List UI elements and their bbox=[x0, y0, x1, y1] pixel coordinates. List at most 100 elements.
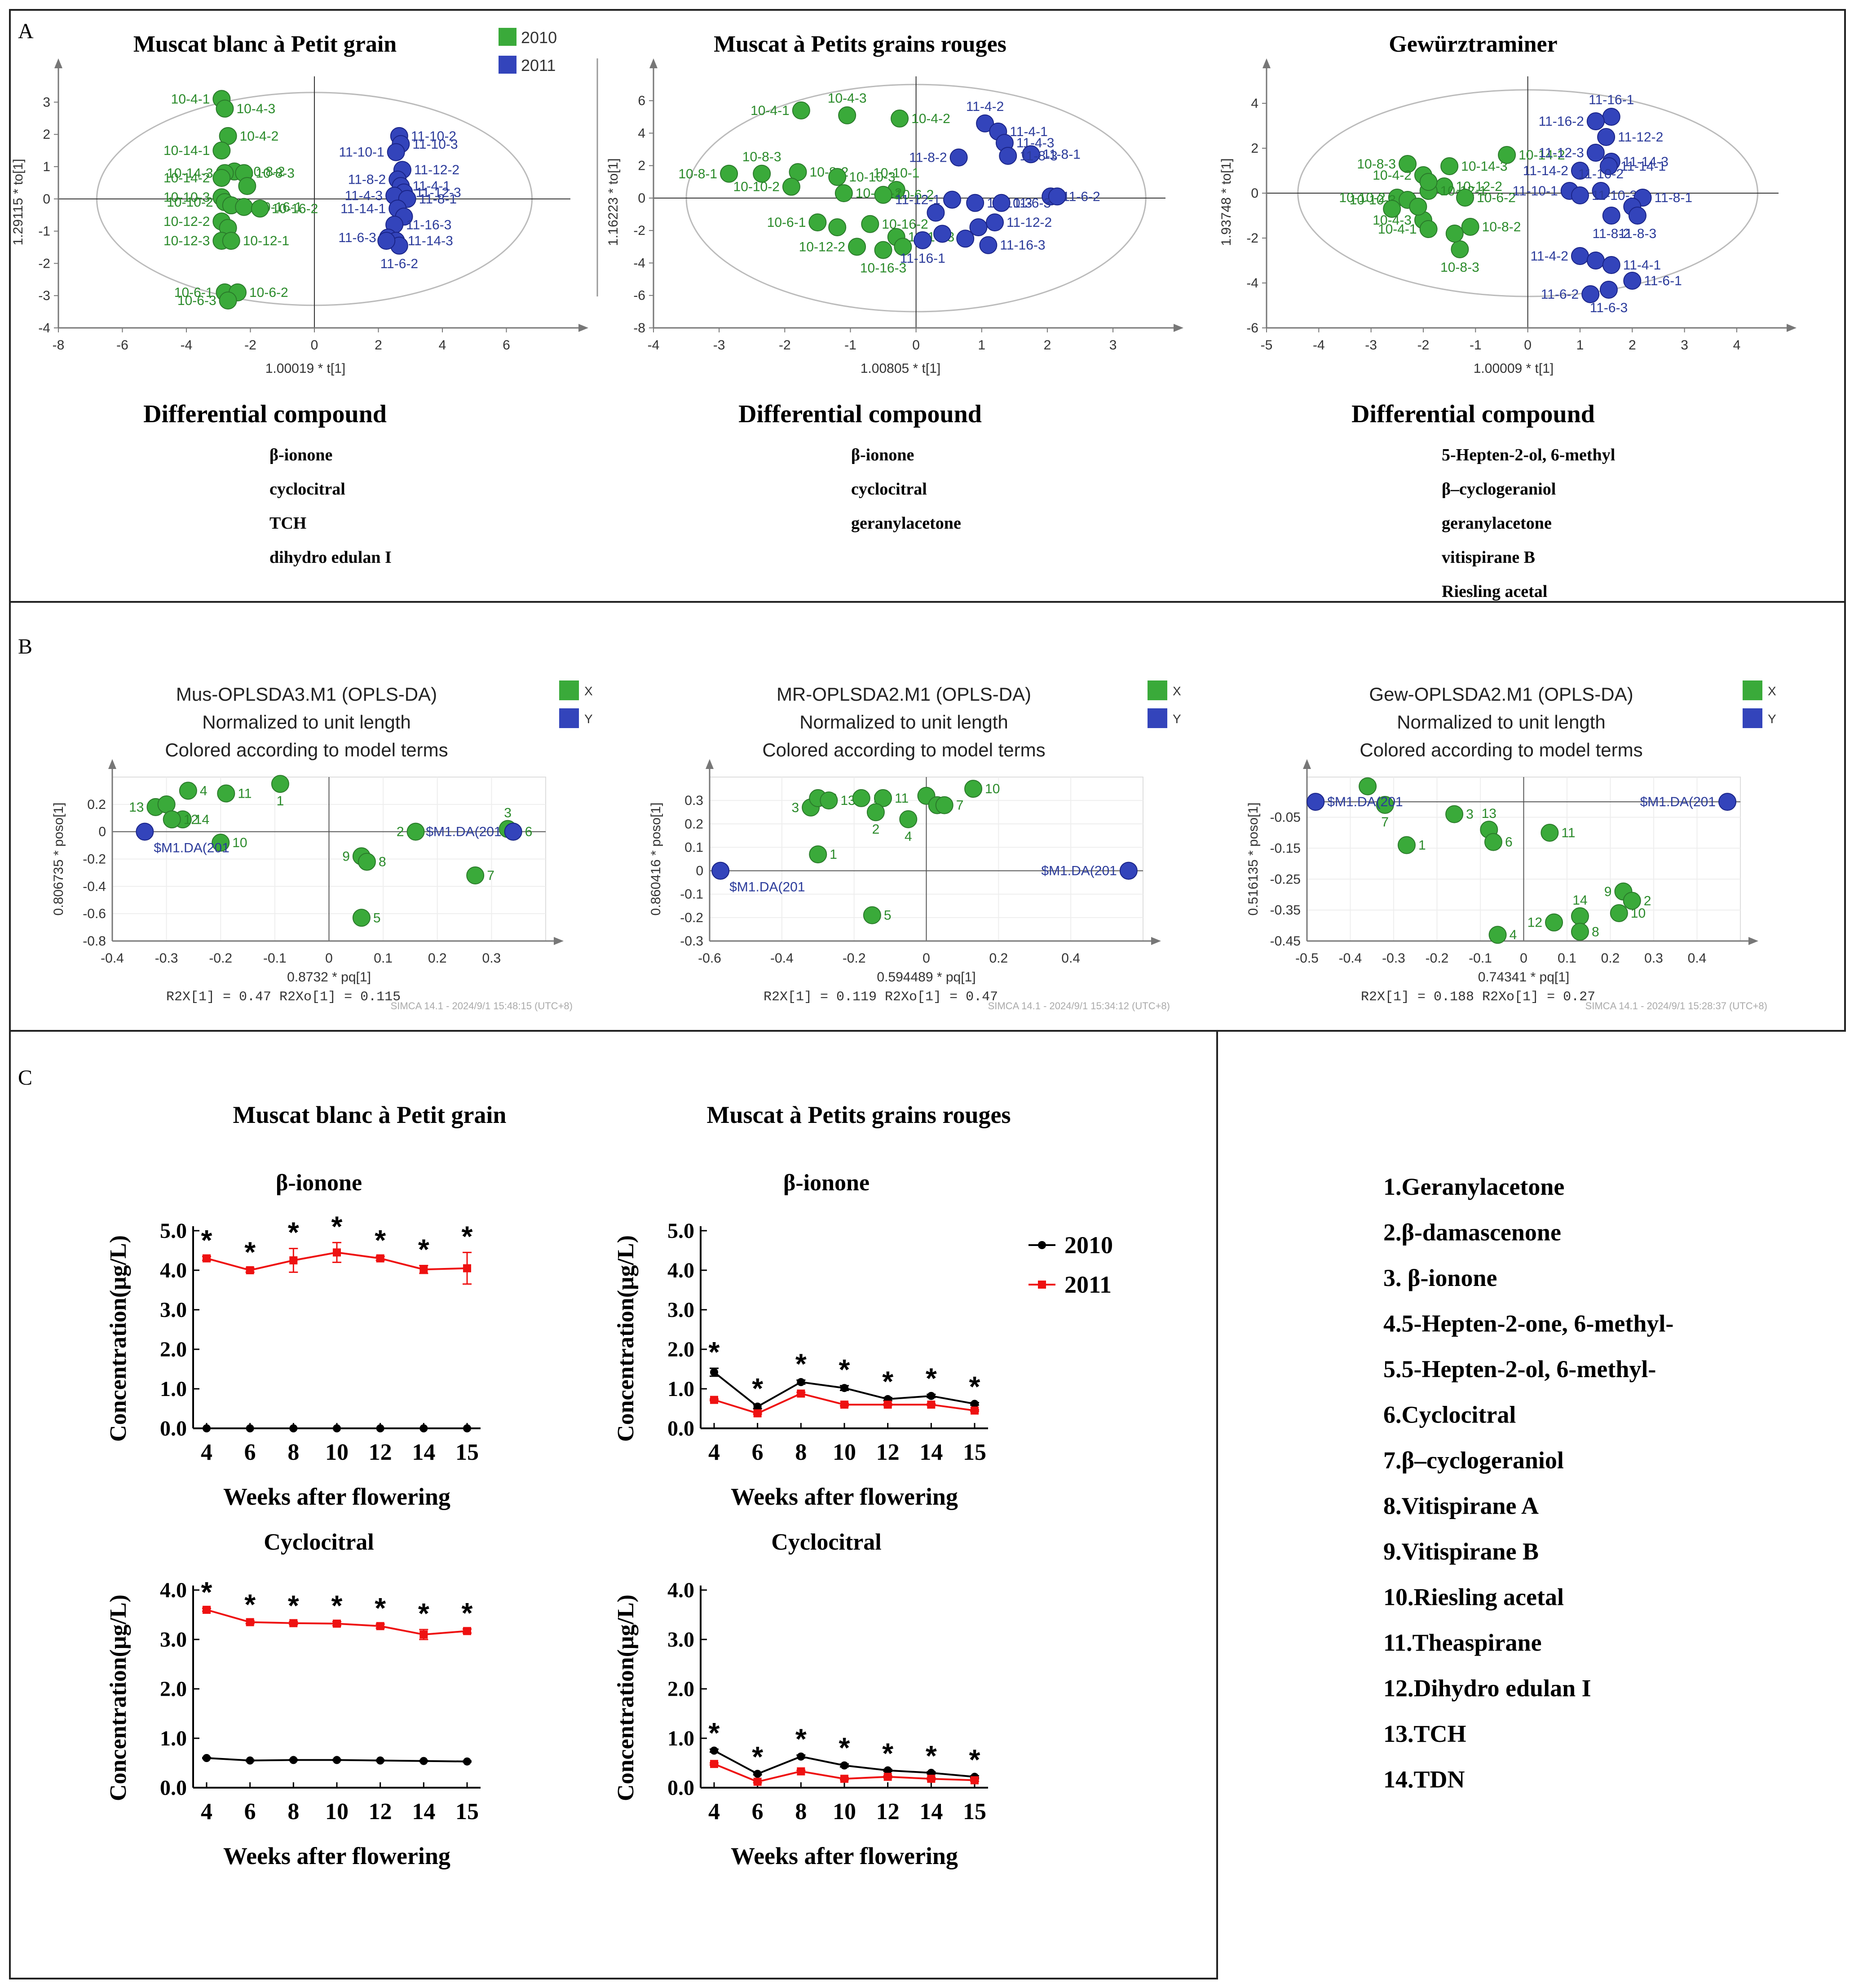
score-point-label: 10-8-1 bbox=[678, 167, 717, 181]
significance-star: * bbox=[418, 1597, 429, 1630]
score-point bbox=[914, 231, 932, 249]
differential-compound-item: β–cyclogeraniol bbox=[1442, 480, 1556, 499]
loading-point-label: 10 bbox=[232, 835, 247, 850]
data-point-2010 bbox=[840, 1384, 848, 1392]
loading-point-x bbox=[1571, 907, 1589, 925]
x-tick-label: 0 bbox=[1520, 951, 1527, 966]
data-point-2010 bbox=[797, 1752, 805, 1761]
significance-star: * bbox=[839, 1353, 850, 1386]
y-tick-label: 3.0 bbox=[160, 1298, 187, 1322]
data-point-2010 bbox=[419, 1757, 428, 1765]
y-tick-label: -0.45 bbox=[1270, 934, 1301, 949]
y-tick-label: 2.0 bbox=[160, 1677, 187, 1701]
score-point bbox=[212, 169, 231, 187]
x-tick-label: 15 bbox=[963, 1440, 986, 1465]
loading-point-x bbox=[899, 810, 918, 828]
x-axis-arrow bbox=[554, 937, 564, 945]
score-point-label: 10-12-3 bbox=[163, 234, 210, 248]
x-tick-label: 0 bbox=[912, 338, 920, 353]
x-tick-label: -0.5 bbox=[1295, 951, 1319, 966]
loading-point-label: 5 bbox=[373, 910, 381, 925]
score-point bbox=[828, 218, 847, 236]
score-point-label: 10-8-3 bbox=[256, 166, 295, 181]
y-axis-label: Concentration(μg/L) bbox=[613, 1235, 639, 1442]
data-point-2010 bbox=[710, 1368, 718, 1377]
significance-star: * bbox=[795, 1348, 807, 1380]
loading-point-y bbox=[711, 861, 730, 880]
data-point-2010 bbox=[203, 1754, 211, 1762]
x-tick-label: -0.2 bbox=[209, 951, 232, 966]
loading-point-label: 2 bbox=[1644, 893, 1651, 908]
score-point-label: 10-10-2 bbox=[167, 195, 213, 210]
y-tick-label: 5.0 bbox=[160, 1219, 187, 1243]
x-tick-label: -4 bbox=[648, 338, 660, 353]
panel-label-c: C bbox=[18, 1066, 32, 1090]
score-point-label: 11-8-3 bbox=[1020, 149, 1058, 163]
x-tick-label: 14 bbox=[919, 1799, 943, 1825]
score-point bbox=[969, 218, 988, 236]
loading-point-label: 11 bbox=[238, 786, 252, 801]
y-tick-label: 0.0 bbox=[160, 1776, 187, 1800]
y-tick-label: 0 bbox=[1251, 186, 1258, 201]
y-tick-label: 5.0 bbox=[667, 1219, 694, 1243]
x-tick-label: -1 bbox=[844, 338, 856, 353]
score-point bbox=[387, 143, 405, 161]
score-point-label: 11-14-3 bbox=[408, 234, 453, 248]
legend-label-2011: 2011 bbox=[1064, 1271, 1112, 1298]
x-tick-label: 0.2 bbox=[428, 951, 447, 966]
x-tick-label: -5 bbox=[1261, 338, 1273, 353]
significance-star: * bbox=[201, 1224, 212, 1256]
x-tick-label: -4 bbox=[181, 338, 193, 353]
significance-star: * bbox=[926, 1362, 937, 1394]
x-tick-label: 4 bbox=[708, 1799, 720, 1825]
loading-point-x bbox=[352, 909, 371, 927]
score-point-label: 10-4-3 bbox=[828, 91, 867, 106]
compound-list-item: 3. β-ionone bbox=[1383, 1264, 1497, 1291]
loading-point-x bbox=[1571, 923, 1589, 941]
loading-point-x bbox=[1610, 904, 1628, 923]
score-point-label: 11-8-1 bbox=[419, 192, 457, 207]
x-tick-label: 0.1 bbox=[374, 951, 393, 966]
loading-point-label: $M1.DA(201 bbox=[1041, 864, 1117, 879]
x-axis-arrow bbox=[1174, 324, 1183, 332]
loading-point-label: 3 bbox=[504, 806, 512, 821]
loading-point-x bbox=[1484, 833, 1502, 851]
panel-c: Muscat blanc à Petit grain Muscat à Petit… bbox=[106, 1101, 1673, 1869]
score-point-label: 11-4-1 bbox=[412, 179, 450, 194]
x-tick-label: -3 bbox=[1365, 338, 1377, 353]
score-point-label: 11-6-1 bbox=[1644, 274, 1682, 288]
y-tick-label: 0.2 bbox=[87, 797, 106, 812]
score-point bbox=[1602, 108, 1620, 126]
score-point-label: 11-10-3 bbox=[412, 137, 458, 152]
score-point-label: 11-4-3 bbox=[345, 189, 383, 203]
loading-point-label: 4 bbox=[1510, 928, 1517, 942]
y-axis-label: Concentration(μg/L) bbox=[106, 1595, 131, 1801]
score-point-label: 11-12-3 bbox=[416, 185, 461, 200]
loading-point-x bbox=[466, 866, 485, 884]
x-tick-label: 12 bbox=[369, 1799, 392, 1825]
score-point-label: 11-10-1 bbox=[339, 145, 384, 160]
significance-star: * bbox=[288, 1589, 299, 1621]
x-tick-label: 6 bbox=[752, 1440, 764, 1465]
loading-plot-2: MR-OPLSDA2.M1 (OPLS-DA) Normalized to uni… bbox=[649, 680, 1181, 1012]
data-point-2010 bbox=[463, 1424, 471, 1432]
loading-point-label: 5 bbox=[884, 908, 892, 923]
legend-swatch-Y bbox=[559, 708, 579, 728]
x-tick-label: 8 bbox=[795, 1440, 807, 1465]
score-point-label: 11-12-3 bbox=[1539, 146, 1584, 160]
x-tick-label: 6 bbox=[503, 338, 510, 353]
loading-point-label: 6 bbox=[525, 825, 533, 839]
y-tick-label: 2 bbox=[1251, 141, 1258, 156]
cultivar-title: Muscat blanc à Petit grain bbox=[233, 1101, 507, 1128]
y-axis-label: 0.860416 * poso[1] bbox=[649, 803, 663, 916]
significance-star: * bbox=[462, 1597, 473, 1629]
score-point bbox=[1599, 157, 1618, 175]
data-point-2010 bbox=[376, 1424, 384, 1432]
significance-star: * bbox=[969, 1370, 980, 1403]
significance-star: * bbox=[969, 1744, 980, 1776]
score-point-label: 10-4-2 bbox=[240, 129, 279, 144]
score-point-label: 11-14-1 bbox=[340, 201, 386, 216]
y-tick-label: -1 bbox=[38, 224, 50, 239]
score-point bbox=[861, 215, 879, 233]
